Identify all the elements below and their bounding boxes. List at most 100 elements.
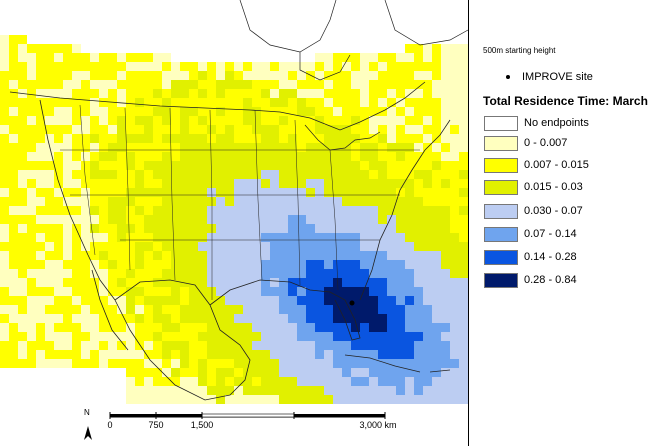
grid-cell bbox=[54, 341, 63, 350]
grid-cell bbox=[162, 206, 171, 215]
grid-cell bbox=[90, 242, 99, 251]
grid-cell bbox=[234, 323, 243, 332]
grid-cell bbox=[414, 395, 423, 404]
grid-cell bbox=[144, 341, 153, 350]
grid-cell bbox=[189, 179, 198, 188]
grid-cell bbox=[180, 116, 189, 125]
grid-cell bbox=[225, 377, 234, 386]
grid-cell bbox=[225, 350, 234, 359]
grid-cell bbox=[225, 269, 234, 278]
grid-cell bbox=[18, 179, 27, 188]
grid-cell bbox=[423, 80, 432, 89]
grid-cell bbox=[432, 332, 441, 341]
map-panel[interactable]: N 0 750 1,500 3,000 km bbox=[0, 0, 469, 446]
grid-cell bbox=[279, 359, 288, 368]
grid-cell bbox=[153, 215, 162, 224]
grid-cell bbox=[198, 368, 207, 377]
grid-cell bbox=[360, 80, 369, 89]
grid-cell bbox=[18, 143, 27, 152]
grid-cell bbox=[261, 107, 270, 116]
grid-cell bbox=[459, 89, 468, 98]
improve-site-marker[interactable] bbox=[349, 300, 355, 306]
grid-cell bbox=[144, 143, 153, 152]
grid-cell bbox=[0, 170, 9, 179]
legend-class-label: 0.007 - 0.015 bbox=[524, 159, 589, 171]
grid-cell bbox=[297, 395, 306, 404]
residence-time-map[interactable] bbox=[0, 0, 468, 446]
grid-cell bbox=[459, 44, 468, 53]
grid-cell bbox=[18, 233, 27, 242]
grid-cell bbox=[459, 161, 468, 170]
grid-cell bbox=[144, 188, 153, 197]
grid-cell bbox=[342, 368, 351, 377]
grid-cell bbox=[432, 278, 441, 287]
legend-class-label: 0.07 - 0.14 bbox=[524, 228, 577, 240]
grid-cell bbox=[81, 233, 90, 242]
grid-cell bbox=[252, 368, 261, 377]
grid-cell bbox=[405, 224, 414, 233]
grid-cell bbox=[459, 305, 468, 314]
grid-cell bbox=[54, 305, 63, 314]
grid-cell bbox=[288, 224, 297, 233]
grid-cell bbox=[396, 71, 405, 80]
grid-cell bbox=[450, 323, 459, 332]
grid-cell bbox=[90, 233, 99, 242]
grid-cell bbox=[162, 368, 171, 377]
grid-cell bbox=[324, 341, 333, 350]
grid-cell bbox=[450, 71, 459, 80]
grid-cell bbox=[405, 233, 414, 242]
grid-cell bbox=[342, 98, 351, 107]
grid-cell bbox=[450, 134, 459, 143]
grid-cell bbox=[243, 341, 252, 350]
grid-cell bbox=[171, 386, 180, 395]
grid-cell bbox=[414, 224, 423, 233]
grid-cell bbox=[144, 368, 153, 377]
grid-cell bbox=[414, 152, 423, 161]
grid-cell bbox=[252, 125, 261, 134]
grid-cell bbox=[360, 179, 369, 188]
grid-cell bbox=[333, 314, 342, 323]
grid-cell bbox=[333, 62, 342, 71]
grid-cell bbox=[270, 350, 279, 359]
grid-cell bbox=[351, 251, 360, 260]
grid-cell bbox=[144, 80, 153, 89]
grid-cell bbox=[99, 71, 108, 80]
grid-cell bbox=[432, 170, 441, 179]
grid-cell bbox=[324, 242, 333, 251]
grid-cell bbox=[207, 341, 216, 350]
grid-cell bbox=[0, 359, 9, 368]
grid-cell bbox=[153, 188, 162, 197]
grid-cell bbox=[387, 377, 396, 386]
grid-cell bbox=[261, 125, 270, 134]
grid-cell bbox=[234, 161, 243, 170]
grid-cell bbox=[261, 197, 270, 206]
grid-cell bbox=[216, 314, 225, 323]
grid-cell bbox=[0, 314, 9, 323]
grid-cell bbox=[414, 377, 423, 386]
grid-cell bbox=[378, 296, 387, 305]
grid-cell bbox=[252, 80, 261, 89]
grid-cell bbox=[63, 89, 72, 98]
grid-cell bbox=[252, 134, 261, 143]
grid-cell bbox=[54, 143, 63, 152]
grid-cell bbox=[72, 287, 81, 296]
grid-cell bbox=[324, 332, 333, 341]
grid-cell bbox=[63, 332, 72, 341]
grid-cell bbox=[198, 125, 207, 134]
grid-cell bbox=[36, 134, 45, 143]
grid-cell bbox=[342, 62, 351, 71]
grid-cell bbox=[369, 377, 378, 386]
grid-cell bbox=[414, 206, 423, 215]
grid-cell bbox=[153, 152, 162, 161]
grid-cell bbox=[252, 296, 261, 305]
grid-cell bbox=[90, 215, 99, 224]
grid-cell bbox=[288, 350, 297, 359]
grid-cell bbox=[351, 305, 360, 314]
grid-cell bbox=[225, 152, 234, 161]
grid-cell bbox=[162, 341, 171, 350]
grid-cell bbox=[81, 80, 90, 89]
grid-cell bbox=[351, 332, 360, 341]
grid-cell bbox=[369, 305, 378, 314]
grid-cell bbox=[90, 350, 99, 359]
grid-cell bbox=[135, 269, 144, 278]
